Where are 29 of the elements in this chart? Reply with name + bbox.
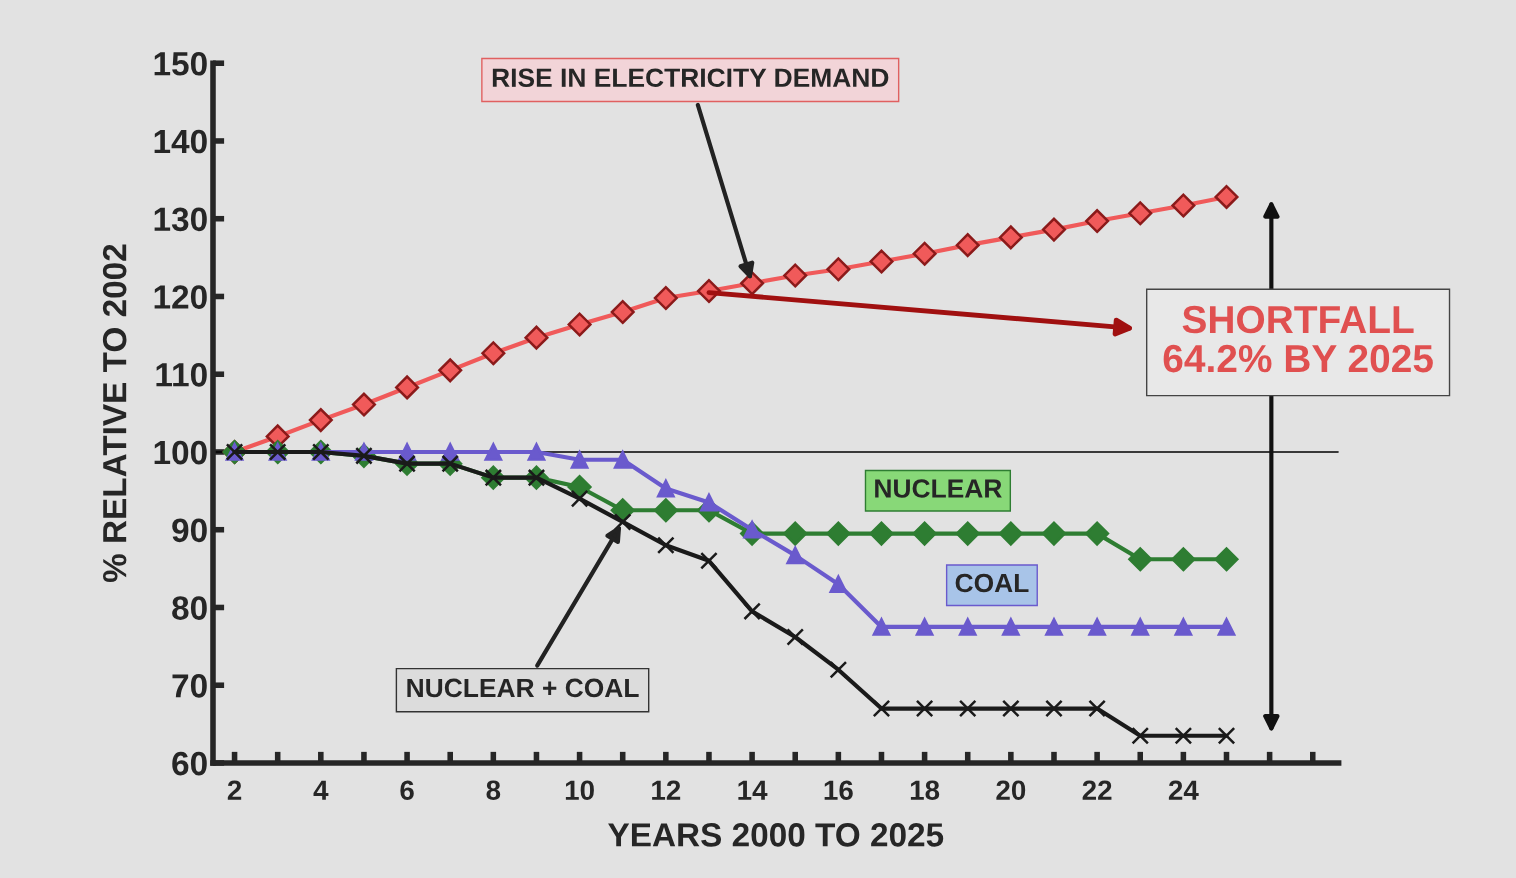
x-tick-label: 20 [996, 780, 1026, 801]
annotation: SHORTFALL 64.2% BY 2025 [1163, 305, 1433, 373]
y-tick-label: 100 [154, 440, 207, 465]
x-tick-label: 24 [1168, 780, 1199, 800]
x-tick-label: 4 [313, 780, 329, 800]
y-tick-label: 90 [172, 518, 207, 543]
x-tick-label: 8 [486, 780, 501, 801]
x-tick-label: 16 [824, 780, 853, 801]
y-tick-label: 140 [154, 129, 207, 154]
y-tick-label: 80 [172, 596, 207, 620]
x-tick-label: 22 [1082, 780, 1112, 800]
text: NUCLEAR + COAL [407, 678, 639, 698]
x-tick-label: 2 [227, 780, 242, 800]
x-tick-label: 14 [738, 780, 768, 800]
y-axis-title: % RELATIVE TO 2002 [102, 244, 127, 583]
x-tick-label: 10 [565, 780, 594, 801]
series-label: COAL [955, 573, 1029, 593]
x-tick-label: 6 [400, 780, 414, 801]
y-tick-label: 70 [172, 674, 207, 698]
x-axis-title: YEARS 2000 TO 2025 [608, 823, 944, 847]
y-tick-label: 110 [156, 363, 207, 387]
x-tick-label: 12 [652, 780, 681, 800]
y-tick-label: 130 [154, 207, 207, 232]
y-tick-label: 150 [154, 52, 207, 76]
y-tick-label: 60 [172, 751, 207, 776]
series-label: NUCLEAR [875, 479, 1002, 498]
y-tick-label: 120 [154, 285, 207, 309]
text: RISE IN ELECTRICITY DEMAND [492, 68, 889, 88]
x-tick-label: 18 [910, 780, 940, 801]
